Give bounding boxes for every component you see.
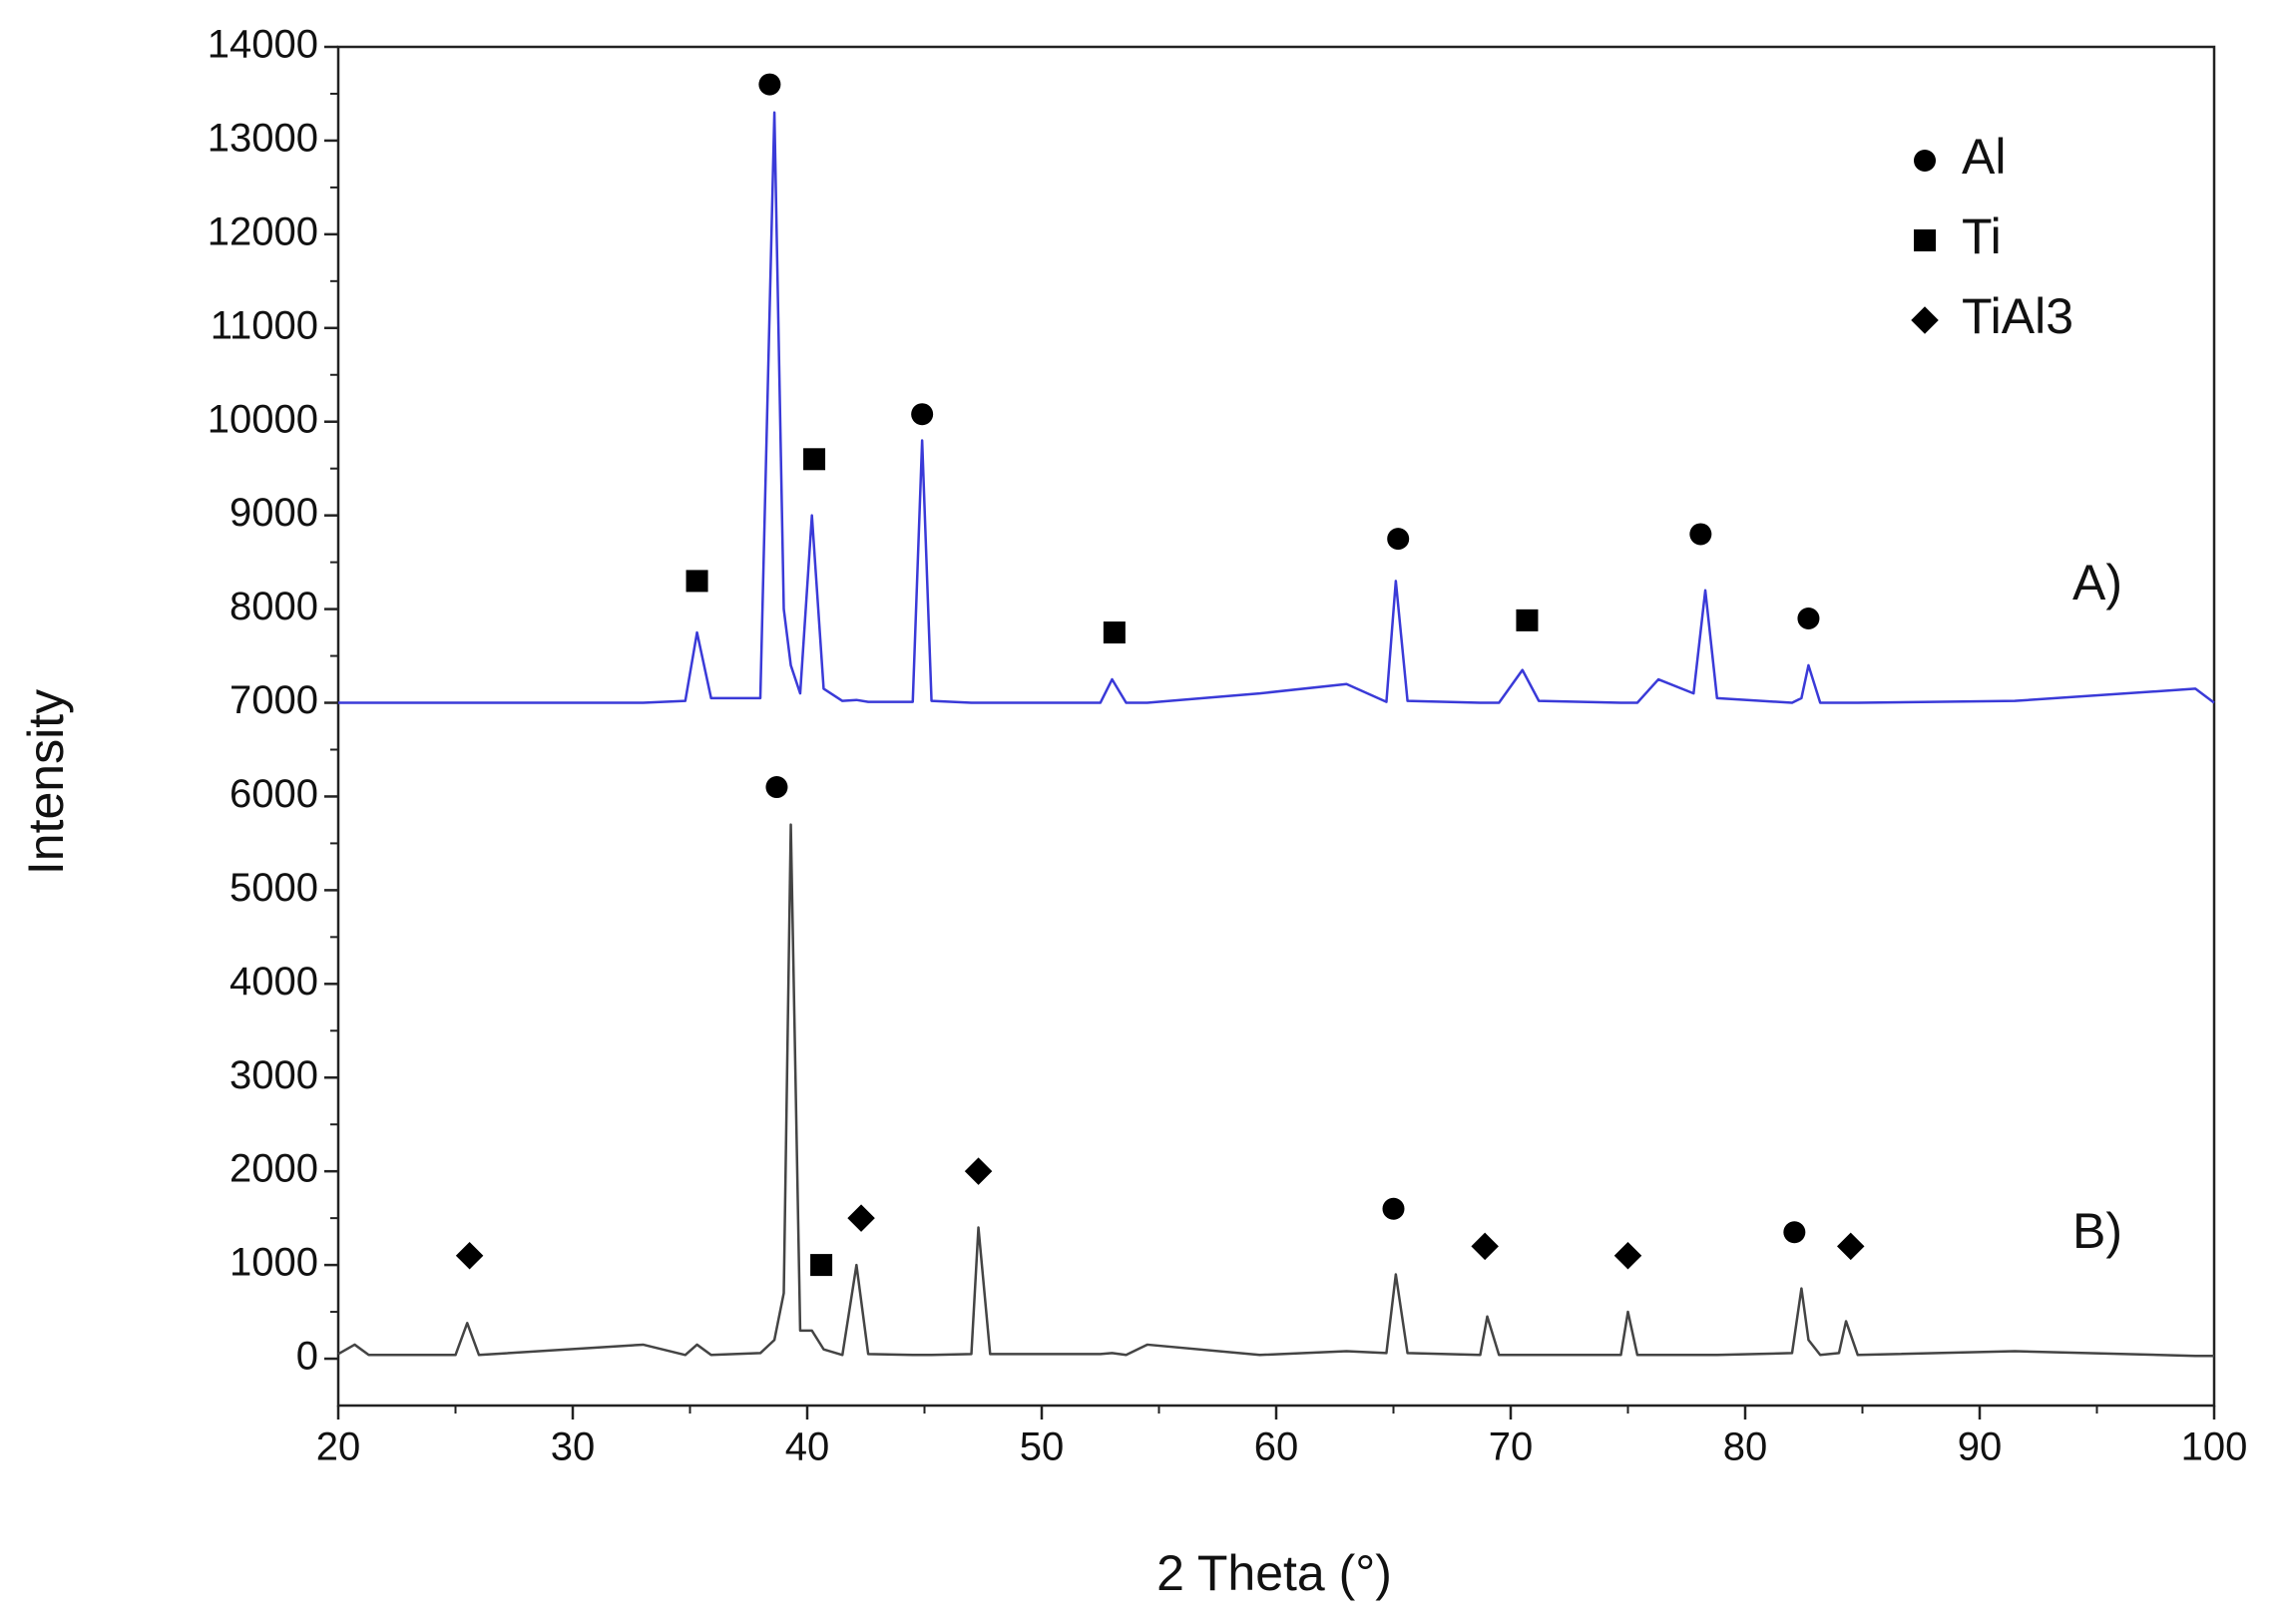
phase-marker <box>803 448 826 471</box>
y-tick-label: 10000 <box>208 397 318 441</box>
y-tick-label: 8000 <box>229 585 318 628</box>
y-tick-label: 3000 <box>229 1053 318 1097</box>
phase-marker <box>1783 1221 1806 1244</box>
phase-marker <box>758 73 781 96</box>
series-label: A) <box>2072 555 2122 610</box>
phase-marker <box>1471 1232 1499 1261</box>
phase-marker <box>964 1157 993 1185</box>
y-tick-label: 5000 <box>229 866 318 910</box>
phase-marker <box>810 1254 833 1277</box>
legend-label: TiAl3 <box>1962 288 2073 344</box>
phase-marker <box>686 570 708 593</box>
phase-marker <box>1689 523 1712 546</box>
y-tick-label: 7000 <box>229 678 318 722</box>
x-tick-label: 90 <box>1958 1425 2003 1469</box>
y-tick-label: 2000 <box>229 1147 318 1191</box>
y-axis-title: Intensity <box>18 689 74 875</box>
legend-marker <box>1914 150 1936 172</box>
y-tick-label: 4000 <box>229 960 318 1004</box>
phase-marker <box>1387 528 1410 551</box>
x-tick-label: 100 <box>2181 1425 2248 1469</box>
y-tick-label: 1000 <box>229 1241 318 1285</box>
x-tick-label: 60 <box>1254 1425 1299 1469</box>
x-tick-label: 30 <box>551 1425 596 1469</box>
series-label: B) <box>2072 1203 2122 1259</box>
y-tick-label: 0 <box>296 1335 318 1379</box>
phase-marker <box>1103 621 1126 644</box>
phase-marker <box>847 1204 875 1232</box>
legend-marker <box>1914 229 1936 251</box>
x-tick-label: 20 <box>316 1425 361 1469</box>
y-tick-label: 12000 <box>208 209 318 253</box>
phase-marker <box>765 776 788 799</box>
y-tick-label: 13000 <box>208 116 318 160</box>
x-tick-label: 70 <box>1489 1425 1534 1469</box>
data-line <box>337 823 2214 1358</box>
phase-marker <box>911 403 934 426</box>
phase-marker <box>1382 1197 1405 1220</box>
phase-marker <box>1613 1241 1642 1270</box>
phase-marker <box>1837 1232 1865 1261</box>
phase-marker <box>1516 609 1539 631</box>
legend-marker <box>1911 306 1939 334</box>
legend-label: Al <box>1962 129 2006 185</box>
y-tick-label: 6000 <box>229 772 318 816</box>
x-tick-label: 50 <box>1020 1425 1065 1469</box>
phase-marker <box>1797 607 1820 629</box>
x-tick-label: 40 <box>785 1425 830 1469</box>
y-tick-label: 14000 <box>208 23 318 67</box>
x-axis-title: 2 Theta (°) <box>1156 1545 1392 1601</box>
legend-label: Ti <box>1962 208 2002 264</box>
x-tick-label: 80 <box>1723 1425 1768 1469</box>
phase-marker <box>455 1241 484 1270</box>
data-line <box>338 111 2215 704</box>
y-tick-label: 11000 <box>211 303 318 347</box>
y-tick-label: 9000 <box>229 491 318 535</box>
